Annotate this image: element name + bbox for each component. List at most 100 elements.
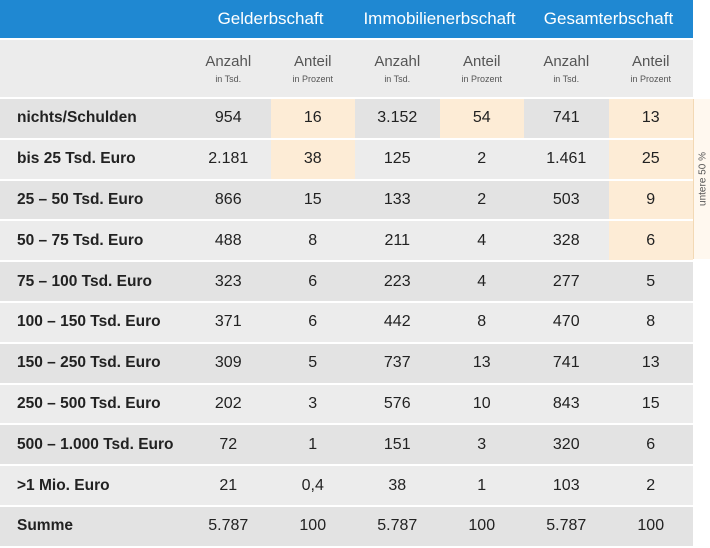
share-cell: 6 (270, 262, 355, 301)
count-cell: 5.787 (355, 506, 440, 546)
subheader-count: Anzahl in Tsd. (186, 40, 271, 97)
share-cell: 54 (439, 99, 524, 138)
share-cell: 8 (439, 302, 524, 342)
share-cell: 1 (439, 466, 524, 505)
row-label: 150 – 250 Tsd. Euro (0, 343, 186, 383)
row-label: Summe (0, 506, 186, 546)
count-cell: 202 (186, 384, 271, 424)
share-cell: 6 (270, 302, 355, 342)
count-cell: 125 (355, 139, 440, 179)
share-cell: 100 (439, 506, 524, 546)
share-cell: 2 (439, 180, 524, 220)
count-cell: 21 (186, 466, 271, 505)
share-cell: 6 (608, 425, 693, 465)
count-cell: 1.461 (524, 139, 609, 179)
subheader-count: Anzahl in Tsd. (524, 40, 609, 97)
row-label: 100 – 150 Tsd. Euro (0, 302, 186, 342)
share-cell: 100 (270, 506, 355, 546)
share-cell: 100 (608, 506, 693, 546)
table-row: Summe 5.787 100 5.787 100 5.787 100 (0, 506, 693, 546)
count-cell: 277 (524, 262, 609, 301)
table-row: 500 – 1.000 Tsd. Euro 72 1 151 3 320 6 (0, 425, 693, 465)
count-cell: 103 (524, 466, 609, 505)
share-cell: 4 (439, 221, 524, 261)
subheader-share: Anteil in Prozent (608, 40, 693, 97)
header-gelderbschaft: Gelderbschaft (217, 9, 324, 28)
share-cell: 15 (270, 180, 355, 220)
table-row: 50 – 75 Tsd. Euro 488 8 211 4 328 6 (0, 221, 693, 261)
count-cell: 309 (186, 343, 271, 383)
table-header: Gelderbschaft Immobilienerbschaft Gesamt… (0, 0, 693, 38)
count-cell: 133 (355, 180, 440, 220)
row-label: 250 – 500 Tsd. Euro (0, 384, 186, 424)
table-row: >1 Mio. Euro 21 0,4 38 1 103 2 (0, 466, 693, 505)
count-cell: 737 (355, 343, 440, 383)
row-label: >1 Mio. Euro (0, 466, 186, 505)
row-label: 75 – 100 Tsd. Euro (0, 262, 186, 301)
count-cell: 866 (186, 180, 271, 220)
count-cell: 223 (355, 262, 440, 301)
count-cell: 470 (524, 302, 609, 342)
count-cell: 38 (355, 466, 440, 505)
share-cell: 3 (439, 425, 524, 465)
share-cell: 13 (439, 343, 524, 383)
share-cell: 3 (270, 384, 355, 424)
subheader-share: Anteil in Prozent (270, 40, 355, 97)
share-cell: 2 (439, 139, 524, 179)
count-cell: 843 (524, 384, 609, 424)
header-immobilienerbschaft: Immobilienerbschaft (363, 9, 516, 28)
header-gesamterbschaft: Gesamterbschaft (543, 9, 674, 28)
share-cell: 2 (608, 466, 693, 505)
table-row: 250 – 500 Tsd. Euro 202 3 576 10 843 15 (0, 384, 693, 424)
count-cell: 2.181 (186, 139, 271, 179)
side-note: untere 50 % (697, 152, 708, 206)
table-row: 100 – 150 Tsd. Euro 371 6 442 8 470 8 (0, 302, 693, 342)
count-cell: 5.787 (524, 506, 609, 546)
share-cell: 1 (270, 425, 355, 465)
count-cell: 741 (524, 343, 609, 383)
share-cell: 8 (608, 302, 693, 342)
subheader-share: Anteil in Prozent (439, 40, 524, 97)
share-cell: 6 (608, 221, 693, 261)
lower-half-bracket: untere 50 % (693, 99, 710, 259)
share-cell: 5 (270, 343, 355, 383)
share-cell: 13 (608, 343, 693, 383)
count-cell: 323 (186, 262, 271, 301)
share-cell: 9 (608, 180, 693, 220)
count-cell: 211 (355, 221, 440, 261)
share-cell: 38 (270, 139, 355, 179)
table-row: nichts/Schulden 954 16 3.152 54 741 13 (0, 99, 693, 138)
count-cell: 320 (524, 425, 609, 465)
count-cell: 576 (355, 384, 440, 424)
table-row: bis 25 Tsd. Euro 2.181 38 125 2 1.461 25 (0, 139, 693, 179)
share-cell: 13 (608, 99, 693, 138)
share-cell: 8 (270, 221, 355, 261)
header-spacer (0, 0, 186, 38)
count-cell: 442 (355, 302, 440, 342)
row-label: 50 – 75 Tsd. Euro (0, 221, 186, 261)
share-cell: 10 (439, 384, 524, 424)
share-cell: 16 (270, 99, 355, 138)
row-label: 500 – 1.000 Tsd. Euro (0, 425, 186, 465)
subheader-count: Anzahl in Tsd. (355, 40, 440, 97)
table-row: 25 – 50 Tsd. Euro 866 15 133 2 503 9 (0, 180, 693, 220)
subheader-row: Anzahl in Tsd. Anteil in Prozent Anzahl in … (0, 40, 693, 97)
share-cell: 15 (608, 384, 693, 424)
inheritance-table: Anzahl in Tsd. Anteil in Prozent Anzahl in … (0, 38, 693, 548)
count-cell: 503 (524, 180, 609, 220)
share-cell: 4 (439, 262, 524, 301)
table-row: 150 – 250 Tsd. Euro 309 5 737 13 741 13 (0, 343, 693, 383)
row-label: bis 25 Tsd. Euro (0, 139, 186, 179)
count-cell: 3.152 (355, 99, 440, 138)
row-label: nichts/Schulden (0, 99, 186, 138)
share-cell: 5 (608, 262, 693, 301)
count-cell: 328 (524, 221, 609, 261)
share-cell: 25 (608, 139, 693, 179)
table-row: 75 – 100 Tsd. Euro 323 6 223 4 277 5 (0, 262, 693, 301)
subheader-empty (0, 40, 186, 97)
row-label: 25 – 50 Tsd. Euro (0, 180, 186, 220)
count-cell: 741 (524, 99, 609, 138)
count-cell: 151 (355, 425, 440, 465)
count-cell: 371 (186, 302, 271, 342)
count-cell: 5.787 (186, 506, 271, 546)
